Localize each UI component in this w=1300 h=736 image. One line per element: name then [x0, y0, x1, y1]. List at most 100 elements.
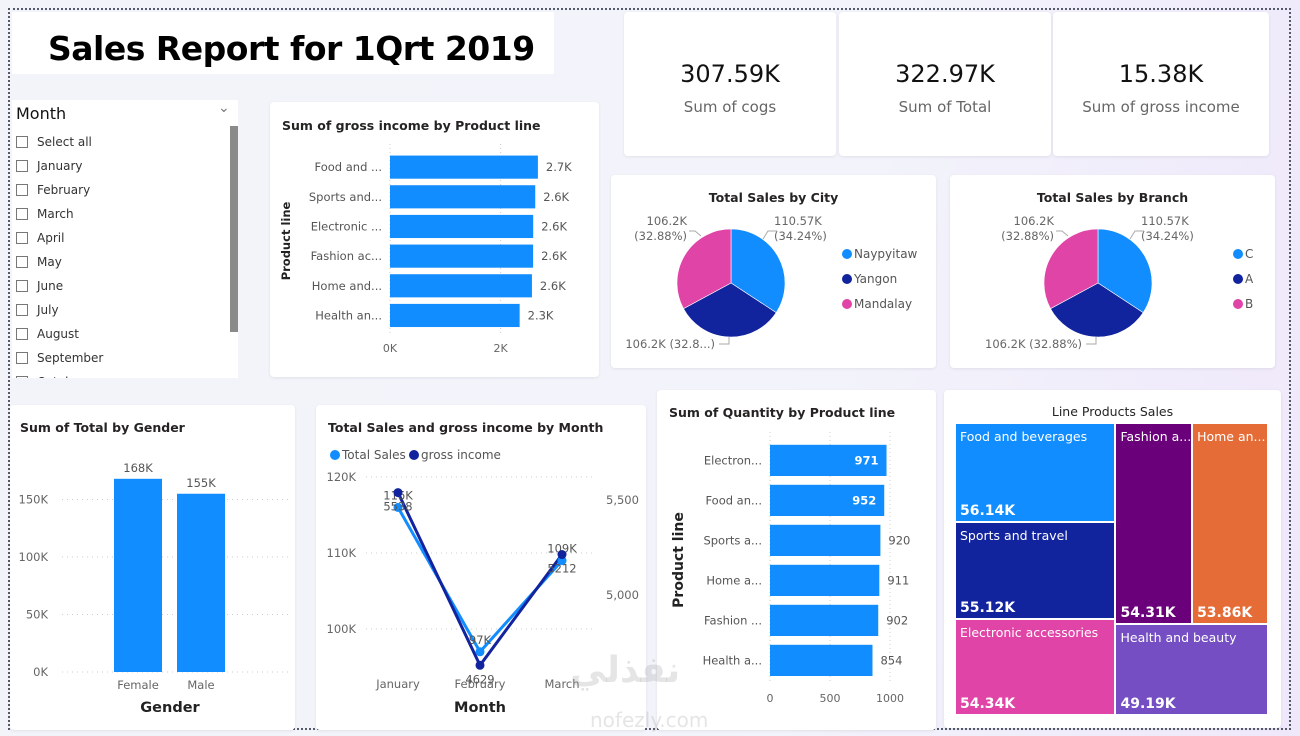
chevron-down-icon[interactable]: ⌄: [218, 100, 230, 116]
month-slicer[interactable]: Month ⌄ Select all January February March Ap…: [12, 100, 238, 378]
slicer-scrollbar[interactable]: [230, 126, 238, 332]
leader-line: [762, 230, 777, 240]
legend-label: Mandalay: [854, 297, 912, 311]
category-label: Female: [117, 678, 159, 692]
chart-svg: 110.57K(34.24%) 106.2K(32.88%) 106.2K (32.…: [625, 214, 917, 351]
checkbox[interactable]: [16, 232, 28, 244]
slicer-item-select-all[interactable]: Select all: [16, 130, 103, 154]
x-axis-title: Gender: [140, 700, 200, 716]
x-tick-label: 0K: [383, 342, 398, 355]
slicer-item-august[interactable]: August: [16, 322, 103, 346]
data-label: 106.2K (32.88%): [985, 337, 1082, 351]
y-tick-label: 100K: [19, 550, 49, 564]
gross-income-by-product-chart[interactable]: Sum of gross income by Product line 0K 2K…: [270, 102, 599, 377]
legend-label: Total Sales: [341, 448, 406, 462]
bar: [390, 303, 520, 328]
slicer-item-april[interactable]: April: [16, 226, 103, 250]
treemap-cell[interactable]: Sports and travel 55.12K: [956, 522, 1115, 619]
data-label: 4629: [465, 672, 494, 686]
slicer-item-may[interactable]: May: [16, 250, 103, 274]
checkbox[interactable]: [16, 160, 28, 172]
kpi-value: 322.97K: [895, 60, 995, 88]
y-left-tick-label: 120K: [327, 470, 357, 484]
slicer-header: Month: [16, 104, 67, 123]
y-tick-label: 0K: [33, 665, 48, 679]
watermark-url: nofezly.com: [590, 708, 709, 732]
category-label: Health an...: [315, 308, 382, 322]
watermark-arabic: نفذلي: [570, 650, 681, 691]
title-banner: Sales Report for 1Qrt 2019: [12, 12, 554, 74]
slicer-item-label: October: [37, 375, 85, 378]
data-label: 902: [886, 613, 908, 627]
data-label: 5212: [547, 562, 576, 576]
treemap-cell-label: Home an...: [1197, 429, 1266, 444]
data-label: 2.6K: [540, 279, 566, 293]
legend-marker: [1233, 249, 1243, 259]
chart-title: Sum of Quantity by Product line: [669, 405, 896, 420]
line-products-treemap-chart[interactable]: Line Products Sales Food and beverages 56…: [944, 390, 1281, 728]
slicer-item-march[interactable]: March: [16, 202, 103, 226]
treemap-cell[interactable]: Home an... 53.86K: [1193, 424, 1267, 623]
kpi-label: Sum of cogs: [683, 98, 777, 116]
data-label: (34.24%): [774, 229, 827, 243]
checkbox[interactable]: [16, 208, 28, 220]
kpi-card-gross-income[interactable]: 15.38K Sum of gross income: [1053, 12, 1269, 156]
data-point: [475, 660, 485, 670]
data-label: (32.88%): [634, 229, 687, 243]
checkbox[interactable]: [16, 376, 28, 378]
slicer-item-june[interactable]: June: [16, 274, 103, 298]
y-right-tick-label: 5,000: [606, 588, 639, 602]
chart-title: Line Products Sales: [1051, 404, 1174, 419]
category-label: Health a...: [703, 653, 762, 667]
checkbox[interactable]: [16, 256, 28, 268]
checkbox[interactable]: [16, 280, 28, 292]
treemap-cell-label: Fashion a...: [1120, 429, 1192, 444]
checkbox[interactable]: [16, 328, 28, 340]
sales-by-city-chart[interactable]: Total Sales by City 110.57K (34.24%) 106.2…: [611, 175, 936, 368]
data-point: [475, 647, 485, 657]
y-axis-title: Product line: [671, 512, 687, 608]
kpi-value: 15.38K: [1118, 60, 1204, 88]
data-label: 854: [880, 653, 902, 667]
checkbox[interactable]: [16, 184, 28, 196]
total-by-gender-chart[interactable]: Sum of Total by Gender 0K 50K 100K 150K 168K…: [10, 405, 295, 730]
data-label: 2.3K: [528, 308, 554, 322]
pie-slice: [676, 228, 732, 310]
sales-income-by-month-chart[interactable]: Total Sales and gross income by Month To…: [316, 405, 646, 730]
slicer-item-label: August: [37, 327, 79, 341]
x-axis-title: Month: [454, 700, 506, 716]
bar: [390, 244, 534, 268]
series-line-total-sales: [396, 506, 564, 655]
quantity-by-product-chart[interactable]: Sum of Quantity by Product line 0 500 1000…: [657, 390, 936, 730]
checkbox[interactable]: [16, 352, 28, 364]
data-point: [393, 502, 403, 512]
checkbox[interactable]: [16, 136, 28, 148]
treemap-cell[interactable]: Health and beauty 49.19K: [1116, 624, 1267, 714]
chart-svg: 0K 50K 100K 150K 168K Female 155K Male Gender: [19, 461, 288, 716]
slicer-item-september[interactable]: September: [16, 346, 103, 370]
legend-marker: [330, 450, 340, 460]
checkbox[interactable]: [16, 304, 28, 316]
kpi-card-total[interactable]: 322.97K Sum of Total: [839, 12, 1051, 156]
kpi-card-cogs[interactable]: 307.59K Sum of cogs: [624, 12, 836, 156]
treemap-cell[interactable]: Electronic accessories 54.34K: [956, 620, 1115, 714]
treemap-cell[interactable]: Food and beverages 56.14K: [956, 424, 1115, 521]
slicer-item-february[interactable]: February: [16, 178, 103, 202]
legend-marker: [1233, 274, 1243, 284]
kpi-label: Sum of Total: [898, 98, 992, 116]
sales-by-branch-chart[interactable]: Total Sales by Branch 110.57K (34.24%) 106…: [950, 175, 1275, 368]
chart-svg: 110.57K(34.24%) 106.2K(32.88%) 106.2K (32.…: [985, 214, 1254, 351]
kpi-label: Sum of gross income: [1082, 98, 1240, 116]
legend-marker: [842, 299, 852, 309]
treemap-cell-value: 54.34K: [960, 695, 1016, 712]
treemap-cell[interactable]: Fashion a... 54.31K: [1116, 424, 1192, 623]
slicer-item-july[interactable]: July: [16, 298, 103, 322]
data-label: 97K: [469, 633, 492, 647]
leader-line: [719, 337, 730, 345]
x-tick-label: 2K: [494, 342, 509, 355]
slicer-item-january[interactable]: January: [16, 154, 103, 178]
legend-label: B: [1245, 297, 1253, 311]
slicer-item-october[interactable]: October: [16, 370, 103, 378]
bar: [390, 274, 532, 298]
category-label: Male: [187, 678, 214, 692]
